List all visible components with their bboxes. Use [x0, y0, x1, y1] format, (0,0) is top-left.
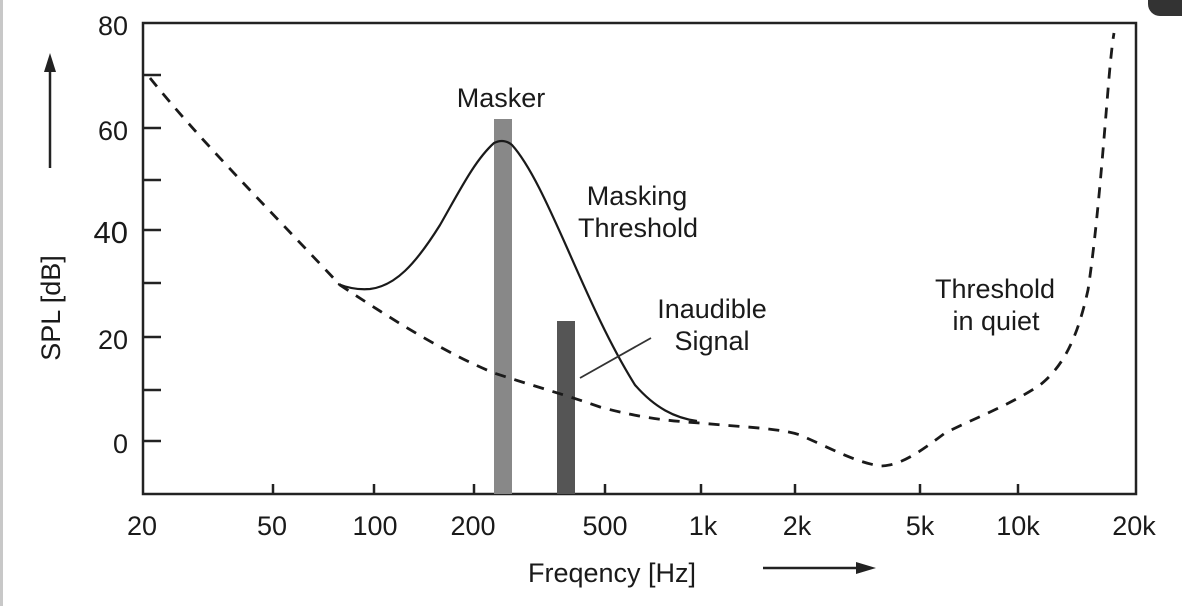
- x-axis-ticks: [271, 484, 1020, 494]
- y-tick-80: 80: [98, 11, 128, 41]
- y-axis-arrow-icon: [44, 53, 56, 168]
- window-left-border: [0, 0, 3, 606]
- y-axis-tick-labels: 80 60 40 20 0: [94, 11, 128, 459]
- masking-threshold-label-line1: Masking: [587, 181, 688, 211]
- x-tick-100: 100: [352, 511, 397, 541]
- y-tick-0: 0: [113, 429, 128, 459]
- inaudible-signal-leader-line: [579, 337, 652, 379]
- inaudible-signal-bar: [557, 321, 575, 494]
- plot-frame: [141, 21, 1138, 496]
- x-axis-tick-labels: 20 50 100 200 500 1k 2k 5k 10k 20k: [127, 511, 1156, 541]
- threshold-in-quiet-label-line2: in quiet: [952, 306, 1040, 336]
- threshold-in-quiet-curve: [148, 32, 1116, 468]
- x-tick-1k: 1k: [689, 511, 718, 541]
- corner-overlay-button[interactable]: [1148, 0, 1182, 16]
- masker-label: Masker: [457, 83, 546, 113]
- x-axis-title: Freqency [Hz]: [528, 558, 696, 588]
- x-tick-2k: 2k: [783, 511, 812, 541]
- y-tick-60: 60: [98, 116, 128, 146]
- threshold-in-quiet-label-line1: Threshold: [935, 274, 1055, 304]
- x-tick-20: 20: [127, 511, 157, 541]
- y-tick-40: 40: [94, 215, 128, 250]
- y-axis-ticks: [143, 73, 161, 443]
- y-axis-title: SPL [dB]: [36, 255, 66, 361]
- y-tick-20: 20: [98, 325, 128, 355]
- x-tick-500: 500: [582, 511, 627, 541]
- inaudible-signal-label-line2: Signal: [674, 326, 749, 356]
- masker-bar: [494, 119, 512, 494]
- x-tick-20k: 20k: [1112, 511, 1156, 541]
- x-tick-50: 50: [257, 511, 287, 541]
- masking-threshold-label-line2: Threshold: [578, 213, 698, 243]
- x-tick-5k: 5k: [906, 511, 935, 541]
- x-axis-arrow-icon: [763, 562, 876, 574]
- masking-threshold-curve: [337, 139, 698, 423]
- x-tick-200: 200: [450, 511, 495, 541]
- inaudible-signal-label-line1: Inaudible: [657, 294, 767, 324]
- x-tick-10k: 10k: [996, 511, 1040, 541]
